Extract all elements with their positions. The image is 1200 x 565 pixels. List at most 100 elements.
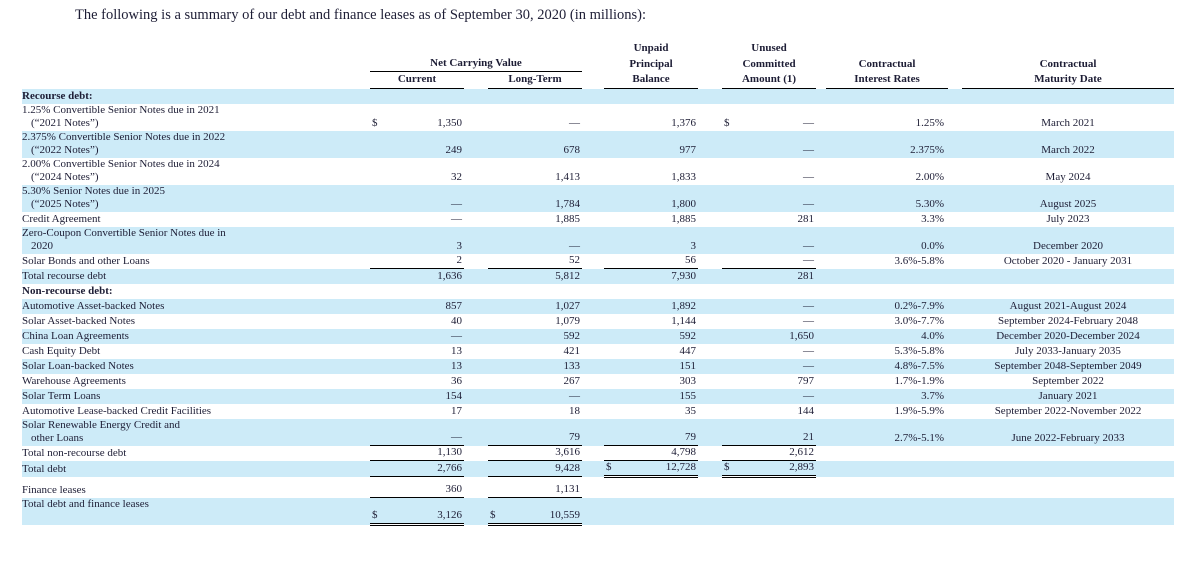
cell-unpaid-principal-balance: [618, 477, 698, 498]
table-row: Warehouse Agreements 36 267 303 797 1.7%-1.9%…: [22, 374, 1174, 389]
col-header-interest-rates: Interest Rates: [826, 71, 949, 89]
table-row: Total debt and finance leases $3,126 $10,…: [22, 497, 1175, 526]
column-gap: [582, 460, 604, 477]
row-label-line: Zero-Coupon Convertible Senior Notes due…: [22, 226, 226, 239]
column-gap: [948, 104, 962, 131]
row-label-line: Solar Bonds and other Loans: [22, 254, 150, 267]
column-gap: [816, 254, 826, 269]
table-row: Solar Loan-backed Notes 13 133 151 — 4.8%-7.5…: [22, 358, 1175, 374]
cell-current: 13: [451, 344, 462, 357]
row-label-line: 1.25% Convertible Senior Notes due in 20…: [22, 103, 220, 116]
cell-maturity-date: March 2022: [962, 130, 1175, 158]
cell-maturity-date: [962, 477, 1174, 498]
cell-current-dollar-sign: [370, 158, 384, 185]
column-gap: [816, 388, 827, 404]
cell-unused-committed-amount: 1,650: [736, 328, 817, 344]
cell-maturity-date: [962, 460, 1175, 477]
cell-current: —: [384, 184, 464, 212]
row-label: Total debt: [22, 460, 370, 477]
column-gap: [816, 104, 826, 131]
document-title: The following is a summary of our debt a…: [75, 7, 647, 23]
column-gap: [816, 446, 826, 461]
column-gap: [698, 298, 723, 314]
cell-long-term: 1,885: [555, 212, 580, 225]
cell-current-dollar-sign: [370, 130, 384, 158]
cell-current-dollar-sign: [370, 404, 384, 419]
row-label-line: 5.30% Senior Notes due in 2025: [22, 184, 165, 197]
cell-maturity-date: June 2022-February 2033: [962, 418, 1175, 446]
row-label: 2.375% Convertible Senior Notes due in 2…: [22, 130, 370, 158]
row-label-line: Finance leases: [22, 483, 86, 496]
cell-current: 249: [384, 130, 464, 158]
cell-current-dollar-sign: [370, 298, 384, 314]
column-gap: [698, 388, 723, 404]
column-gap: [582, 404, 604, 419]
cell-interest-rate: [826, 268, 949, 284]
cell-interest-rate: 0.2%-7.9%: [826, 298, 949, 314]
row-label: Solar Asset-backed Notes: [22, 314, 370, 329]
column-gap: [698, 268, 723, 284]
cell-long-term-dollar-sign: [488, 404, 502, 419]
cell-unpaid-principal-balance: 592: [618, 328, 699, 344]
cell-unpaid-principal-balance: 303: [679, 374, 697, 387]
column-gap: [698, 477, 722, 498]
cell-unused-committed-amount: [736, 497, 817, 525]
cell-current-dollar-sign: [370, 418, 384, 446]
cell-unpaid-principal-balance-dollar-sign: [604, 404, 618, 419]
cell-long-term: 1,079: [555, 314, 580, 327]
cell-unused-committed-amount-dollar-sign: [722, 328, 737, 344]
col-header-net-carrying-value: Net Carrying Value: [370, 56, 582, 72]
column-gap: [816, 358, 827, 374]
cell-unused-committed-amount: —: [803, 170, 815, 183]
column-gap: [464, 212, 488, 227]
row-label-line: 2020: [31, 239, 53, 252]
column-gap: [816, 477, 826, 498]
col-header-current: Current: [370, 71, 464, 89]
cell-unpaid-principal-balance-dollar-sign: [604, 226, 618, 254]
column-gap: [816, 158, 826, 185]
debt-summary-table: Unpaid Unused Net Carrying Value Princip…: [22, 39, 1175, 526]
column-gap: [948, 344, 962, 359]
row-label: Finance leases: [22, 477, 370, 498]
cell-long-term: 1,027: [502, 298, 582, 314]
column-gap: [582, 497, 604, 525]
cell-long-term: 3,616: [502, 445, 582, 461]
cell-unused-committed-amount: 2,612: [736, 445, 817, 461]
column-gap: [464, 344, 488, 359]
cell-unpaid-principal-balance: 35: [685, 404, 697, 417]
column-gap: [582, 298, 604, 314]
cell-current-dollar-sign: $: [370, 497, 384, 526]
table-row: Solar Term Loans 154 — 155 — 3.7% January 2021: [22, 388, 1175, 404]
cell-interest-rate: 3.0%-7.7%: [894, 314, 945, 327]
table-header: Unpaid Unused Net Carrying Value Princip…: [22, 39, 1175, 89]
column-gap: [948, 212, 962, 227]
cell-unused-committed-amount-dollar-sign: [722, 418, 737, 446]
cell-long-term-dollar-sign: [488, 388, 502, 404]
column-gap: [698, 328, 723, 344]
row-label: Total recourse debt: [22, 268, 370, 284]
column-gap: [948, 477, 962, 498]
cell-maturity-date: September 2024-February 2048: [998, 314, 1138, 327]
cell-long-term-dollar-sign: [488, 328, 502, 344]
section-label: Recourse debt:: [22, 88, 1175, 104]
row-label: Solar Bonds and other Loans: [22, 254, 370, 269]
column-gap: [698, 254, 722, 269]
cell-unused-committed-amount-dollar-sign: [722, 314, 736, 329]
column-gap: [948, 130, 963, 158]
cell-long-term: 133: [502, 358, 582, 374]
column-gap: [698, 446, 722, 461]
cell-current: —: [384, 418, 464, 446]
col-header-maturity-date: Maturity Date: [962, 71, 1175, 89]
cell-maturity-date: September 2048-September 2049: [962, 358, 1175, 374]
cell-long-term: 421: [563, 344, 581, 357]
column-gap: [464, 298, 488, 314]
row-label: Total debt and finance leases: [22, 497, 370, 525]
cell-current-dollar-sign: [370, 445, 384, 461]
table-row: Zero-Coupon Convertible Senior Notes due…: [22, 226, 1175, 254]
row-label-line: China Loan Agreements: [22, 329, 129, 342]
column-gap: [816, 184, 827, 212]
cell-unpaid-principal-balance: 79: [618, 418, 699, 446]
column-gap: [582, 358, 604, 374]
row-label-line: Automotive Asset-backed Notes: [22, 299, 165, 312]
col-header-amount: Amount (1): [722, 71, 817, 89]
